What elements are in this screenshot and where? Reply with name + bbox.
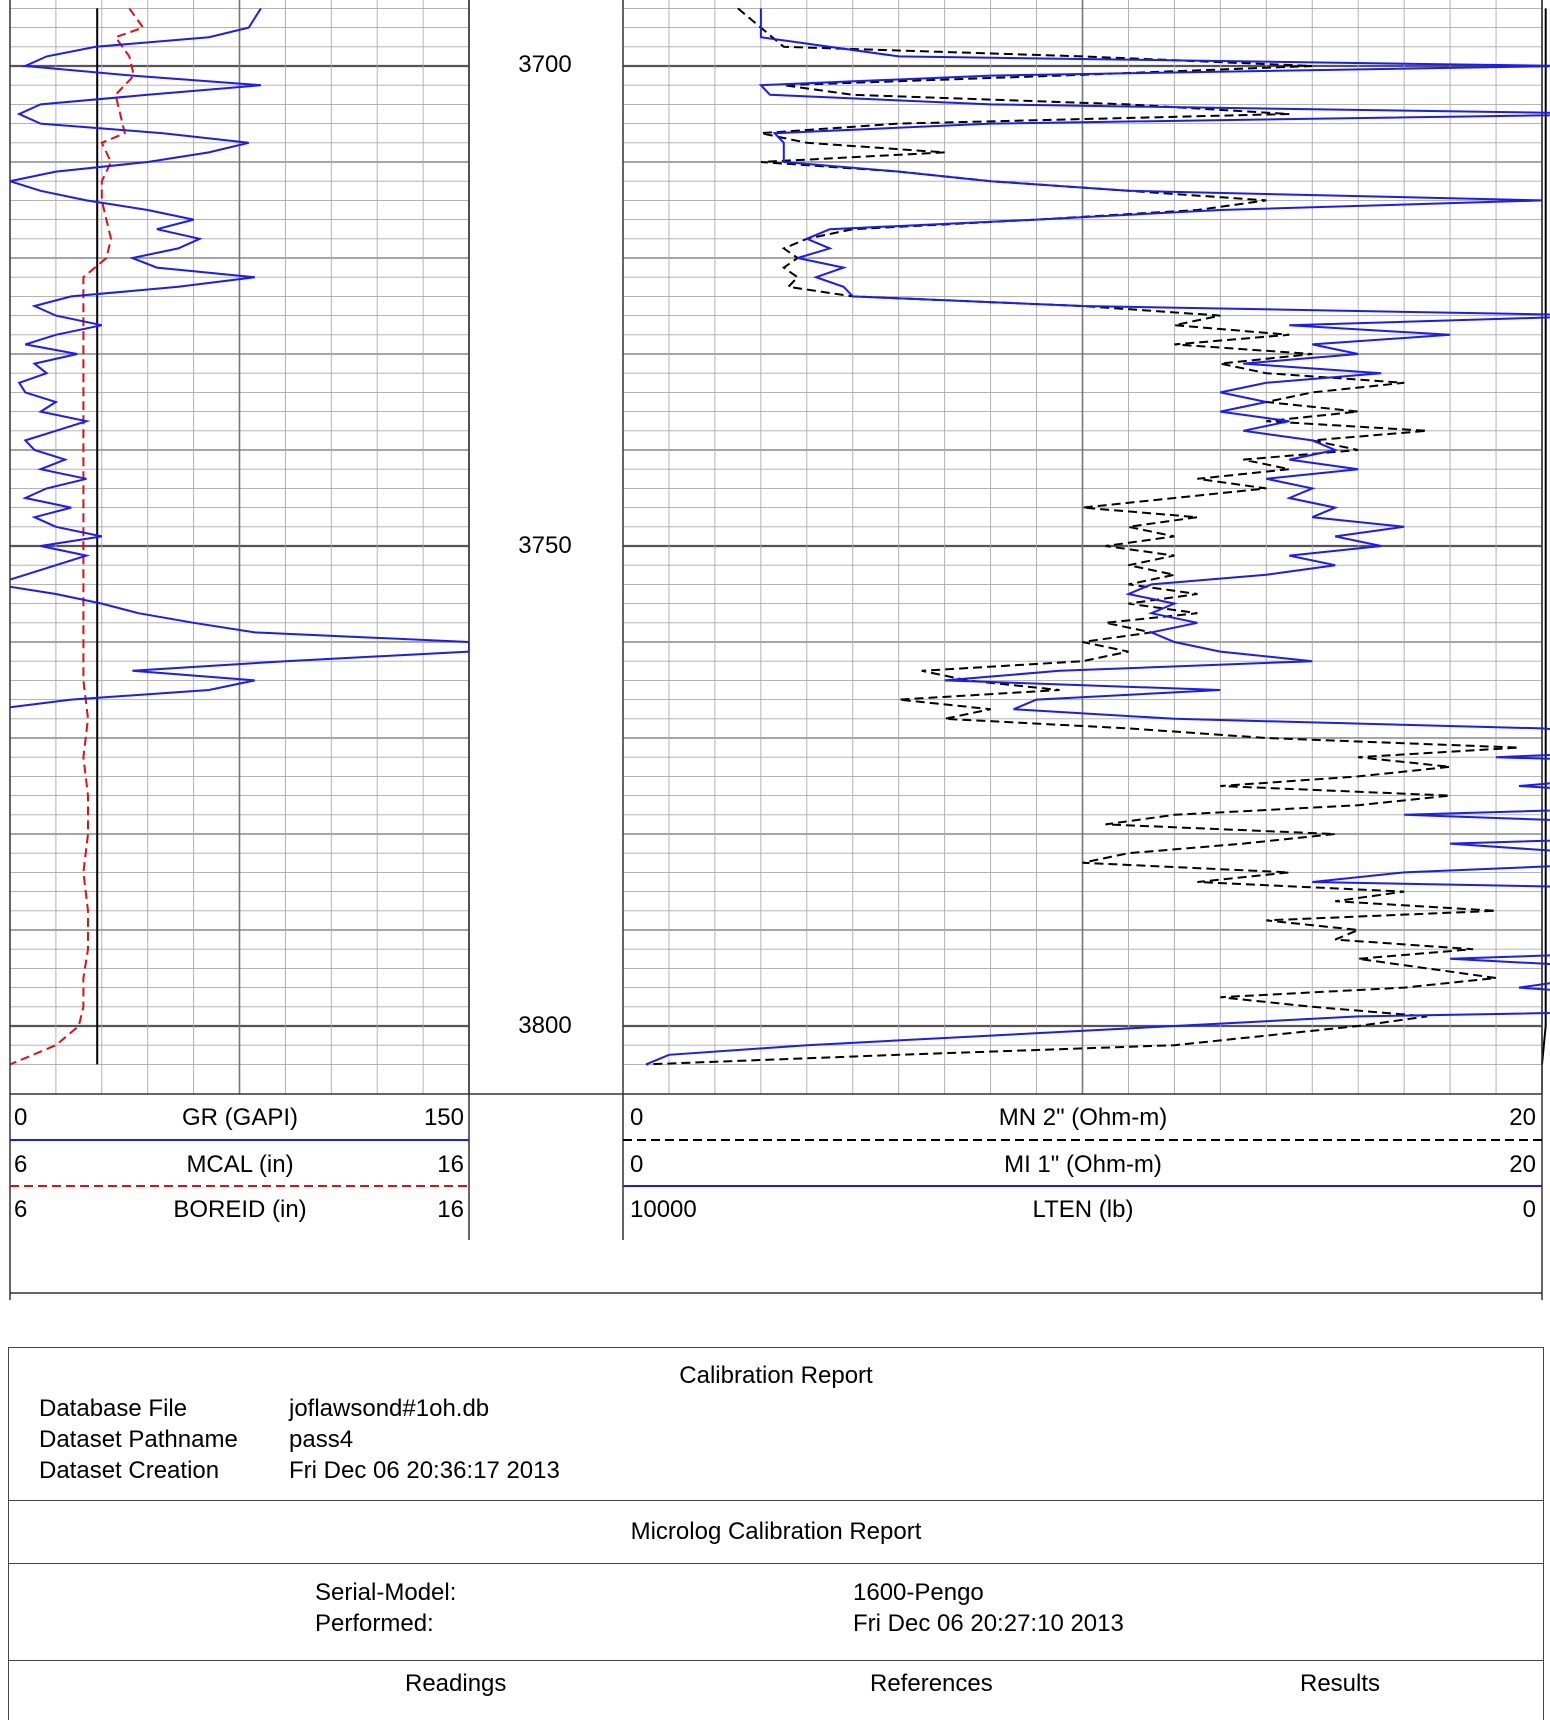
- depth-label: 3750: [518, 532, 572, 559]
- mcal-scale-min: 6: [14, 1151, 28, 1178]
- calibration-field-values: joflawsond#1oh.db pass4 Fri Dec 06 20:36…: [289, 1393, 560, 1486]
- readings-header: Readings: [405, 1670, 507, 1697]
- chart-frame: [9, 0, 1543, 1300]
- lten-curve: [1541, 8, 1547, 1065]
- track2-grid: [623, 0, 1543, 1094]
- dataset-pathname-label: Dataset Pathname: [39, 1426, 238, 1453]
- mcal-scale-max: 16: [437, 1151, 464, 1178]
- results-header: Results: [1300, 1670, 1381, 1697]
- track1-grid: [10, 0, 470, 1094]
- mn-curve-name: MN 2" (Ohm-m): [998, 1104, 1168, 1131]
- tool-info-box: [8, 1563, 1544, 1661]
- mcal-curve-name: MCAL (in): [186, 1151, 294, 1178]
- calibration-report-title: Calibration Report: [679, 1362, 873, 1389]
- database-file-label: Database File: [39, 1395, 188, 1422]
- mi-curve: [645, 8, 1550, 1066]
- mi-curve-name: MI 1" (Ohm-m): [1004, 1151, 1162, 1178]
- dataset-creation-value: Fri Dec 06 20:36:17 2013: [289, 1457, 560, 1484]
- depth-label: 3700: [518, 51, 572, 78]
- mn-scale-min: 0: [630, 1104, 644, 1131]
- boreid-curve-name: BOREID (in): [173, 1196, 307, 1223]
- performed-value: Fri Dec 06 20:27:10 2013: [853, 1610, 1124, 1637]
- performed-label: Performed:: [315, 1610, 434, 1637]
- results-header-box: [8, 1660, 1544, 1720]
- gr-curve-name: GR (GAPI): [181, 1104, 298, 1131]
- well-log-chart: [9, 0, 1550, 1300]
- gr-scale-min: 0: [14, 1104, 28, 1131]
- dataset-pathname-value: pass4: [289, 1426, 354, 1453]
- serial-model-label: Serial-Model:: [315, 1579, 457, 1606]
- mn-scale-max: 20: [1509, 1104, 1536, 1131]
- depth-label: 3800: [518, 1012, 572, 1039]
- mi-scale-max: 20: [1509, 1151, 1536, 1178]
- mcal-curve: [10, 7, 145, 1066]
- tool-labels: Serial-Model: Performed:: [315, 1577, 456, 1639]
- dataset-creation-label: Dataset Creation: [39, 1457, 220, 1484]
- mn-curve: [645, 7, 1520, 1066]
- gr-curve: [10, 7, 469, 709]
- calibration-field-labels: Database File Dataset Pathname Dataset C…: [39, 1393, 238, 1486]
- serial-model-value: 1600-Pengo: [853, 1579, 984, 1606]
- boreid-scale-min: 6: [14, 1196, 28, 1223]
- boreid-scale-max: 16: [437, 1196, 464, 1223]
- gr-scale-max: 150: [423, 1104, 464, 1131]
- lten-curve-name: LTEN (lb): [1032, 1196, 1134, 1223]
- tool-values: 1600-Pengo Fri Dec 06 20:27:10 2013: [853, 1577, 1124, 1639]
- lten-scale-min: 10000: [630, 1196, 697, 1223]
- microlog-report-title: Microlog Calibration Report: [630, 1518, 922, 1545]
- references-header: References: [870, 1670, 993, 1697]
- lten-scale-max: 0: [1522, 1196, 1536, 1223]
- mi-scale-min: 0: [630, 1151, 644, 1178]
- database-file-value: joflawsond#1oh.db: [289, 1395, 490, 1422]
- curves-layer: [10, 7, 1550, 1066]
